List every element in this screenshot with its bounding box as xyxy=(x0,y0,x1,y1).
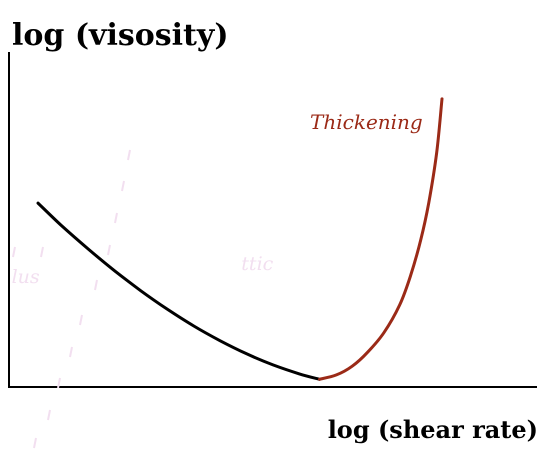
series-line-2 xyxy=(318,97,444,381)
ghost-mark-4 xyxy=(107,244,111,256)
y-axis-label: log (visosity) xyxy=(12,18,229,53)
ghost-mark-7 xyxy=(69,346,73,358)
series-line-1 xyxy=(36,201,321,381)
series-layer xyxy=(36,97,444,381)
x-axis-label: log (shear rate) xyxy=(328,415,538,444)
ghost-mark-6 xyxy=(79,314,83,326)
ghost-mark-11 xyxy=(12,246,16,258)
ghost-mark-2 xyxy=(121,180,125,192)
ghost-mark-12 xyxy=(40,246,44,258)
ghost-mark-3 xyxy=(114,212,118,224)
ghost-mark-5 xyxy=(94,279,98,291)
ghost-mark-1 xyxy=(127,149,131,161)
ghost-mark-9 xyxy=(47,409,51,421)
annotation-2: lus xyxy=(12,266,40,288)
ghost-mark-8 xyxy=(57,377,61,389)
ghost-mark-10 xyxy=(33,437,37,449)
annotation-1: Thickening xyxy=(310,110,423,134)
annotation-layer: Thickening lus ttic xyxy=(12,110,423,449)
annotation-3: ttic xyxy=(241,253,273,275)
